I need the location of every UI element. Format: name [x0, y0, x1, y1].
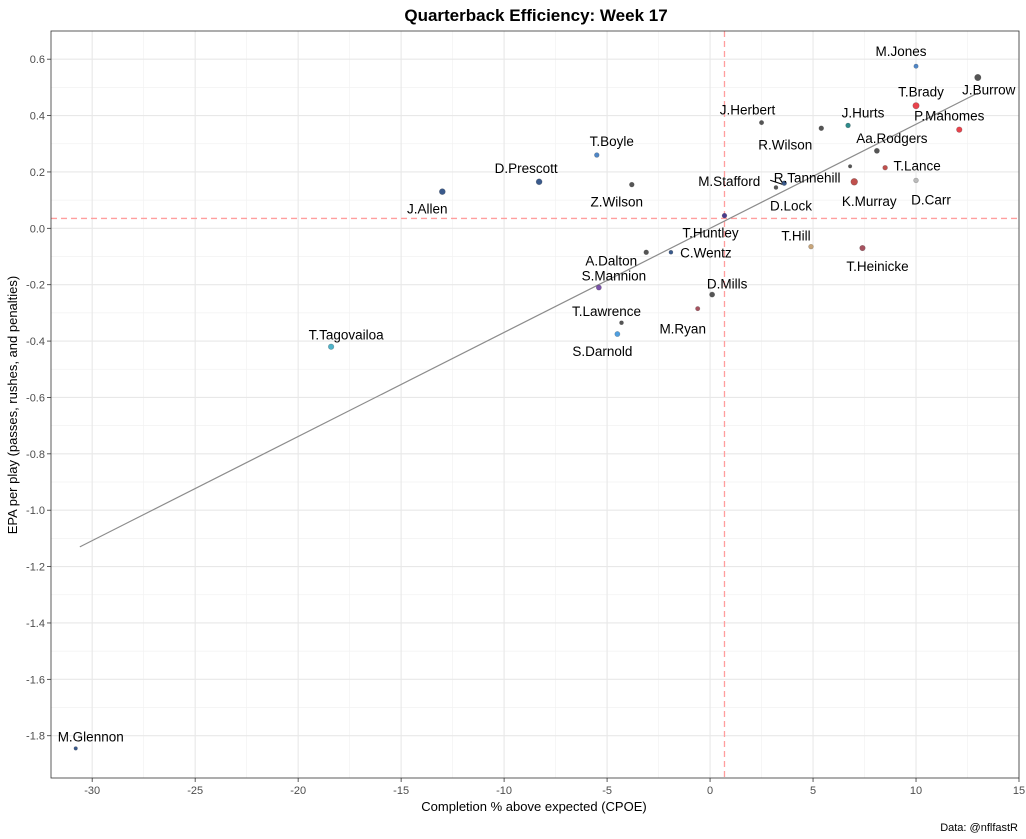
label-m-glennon: M.Glennon [58, 729, 124, 744]
point-d-lock [773, 185, 779, 190]
point-d-carr [913, 177, 919, 184]
label-c-wentz: C.Wentz [680, 245, 732, 260]
point-j-allen [439, 188, 446, 195]
point-s-mannion [595, 284, 602, 291]
label-d-lock: D.Lock [770, 198, 812, 213]
point-t-hill [808, 243, 814, 250]
point-r-tannehill [848, 164, 853, 169]
point-c-wentz [668, 249, 674, 255]
y-tick-label: 0.2 [30, 167, 45, 179]
minor-gridlines [51, 31, 1019, 778]
label-d-mills: D.Mills [707, 277, 748, 292]
point-t-brady [912, 102, 920, 110]
label-m-ryan: M.Ryan [659, 322, 706, 337]
x-tick-label: 15 [1013, 785, 1025, 797]
point-labels: M.Jones J.Burrow T.Brady P.Mahomes J.Herbert… [58, 44, 1016, 744]
x-tick-label: -20 [290, 785, 306, 797]
x-tick-label: -30 [84, 785, 100, 797]
label-t-brady: T.Brady [898, 85, 944, 100]
y-tick-label: -0.6 [26, 392, 45, 404]
label-aa-rodgers: Aa.Rodgers [856, 131, 928, 146]
point-t-lance [882, 165, 888, 171]
x-tick-label: -25 [187, 785, 203, 797]
stafford-leader-line [770, 179, 783, 185]
label-j-hurts: J.Hurts [842, 105, 885, 120]
y-tick-label: 0.0 [30, 223, 45, 235]
y-tick-label: -1.2 [26, 562, 45, 574]
label-z-wilson: Z.Wilson [591, 195, 644, 210]
point-j-burrow [974, 74, 982, 82]
point-t-huntley [721, 212, 728, 219]
label-t-lance: T.Lance [893, 159, 940, 174]
point-m-stafford [781, 180, 787, 186]
y-tick-label: -0.4 [26, 336, 45, 348]
label-t-boyle: T.Boyle [590, 134, 634, 149]
point-t-boyle [594, 152, 600, 158]
point-a-dalton [643, 249, 649, 255]
x-axis-label: Completion % above expected (CPOE) [421, 799, 646, 814]
y-tick-label: -1.0 [26, 505, 45, 517]
point-j-hurts [845, 122, 851, 129]
point-z-wilson [629, 181, 635, 188]
point-s-darnold [614, 331, 621, 337]
label-j-allen: J.Allen [407, 202, 448, 217]
x-tick-label: -5 [602, 785, 612, 797]
label-k-murray: K.Murray [842, 194, 897, 209]
y-tick-label: 0.4 [30, 111, 45, 123]
label-t-heinicke: T.Heinicke [846, 259, 908, 274]
mean-reference-lines [51, 31, 1019, 778]
source-caption: Data: @nflfastR [940, 822, 1018, 834]
label-j-herbert: J.Herbert [720, 103, 776, 118]
point-p-mahomes [956, 126, 963, 133]
label-m-stafford: M.Stafford [698, 174, 760, 189]
y-tick-label: -0.8 [26, 449, 45, 461]
x-tick-label: 0 [707, 785, 713, 797]
label-r-tannehill: R.Tannehill [774, 170, 841, 185]
label-a-dalton: A.Dalton [585, 253, 637, 268]
label-d-prescott: D.Prescott [495, 161, 558, 176]
label-t-huntley: T.Huntley [682, 226, 739, 241]
label-s-mannion: S.Mannion [582, 269, 647, 284]
point-r-wilson [818, 125, 824, 131]
y-axis-label: EPA per play (passes, rushes, and penalt… [5, 276, 20, 534]
x-tick-label: 5 [810, 785, 816, 797]
y-axis-ticks: 0.6 0.4 0.2 0.0 -0.2 -0.4 -0.6 -0.8 -1.0 -1.2 -1.4… [26, 54, 51, 743]
point-d-mills [709, 291, 716, 298]
data-points [73, 63, 982, 751]
point-d-prescott [535, 178, 543, 186]
point-m-ryan [695, 306, 701, 312]
chart-title: Quarterback Efficiency: Week 17 [404, 6, 667, 25]
point-t-tagovailoa [328, 343, 335, 350]
point-aa-rodgers [873, 147, 880, 154]
label-r-wilson: R.Wilson [758, 137, 812, 152]
y-tick-label: 0.6 [30, 54, 45, 66]
label-p-mahomes: P.Mahomes [914, 109, 985, 124]
label-s-darnold: S.Darnold [572, 344, 632, 359]
label-m-jones: M.Jones [876, 44, 927, 59]
regression-fit-line [79, 92, 979, 548]
y-tick-label: -1.8 [26, 731, 45, 743]
label-d-carr: D.Carr [911, 192, 951, 207]
x-axis-ticks: -30 -25 -20 -15 -10 -5 0 5 10 15 [84, 778, 1025, 797]
y-tick-label: -0.2 [26, 280, 45, 292]
y-tick-label: -1.4 [26, 618, 45, 630]
panel-border [50, 30, 1020, 779]
point-k-murray [850, 178, 858, 186]
y-tick-label: -1.6 [26, 674, 45, 686]
label-t-tagovailoa: T.Tagovailoa [309, 328, 385, 343]
x-tick-label: 10 [910, 785, 922, 797]
point-j-herbert [759, 120, 765, 126]
label-j-burrow: J.Burrow [962, 83, 1016, 98]
x-tick-label: -10 [496, 785, 512, 797]
point-t-lawrence [619, 320, 624, 326]
point-t-heinicke [859, 244, 866, 252]
point-m-jones [913, 63, 919, 69]
label-t-lawrence: T.Lawrence [572, 304, 641, 319]
point-m-glennon [73, 746, 78, 751]
label-t-hill: T.Hill [781, 229, 810, 244]
x-tick-label: -15 [393, 785, 409, 797]
